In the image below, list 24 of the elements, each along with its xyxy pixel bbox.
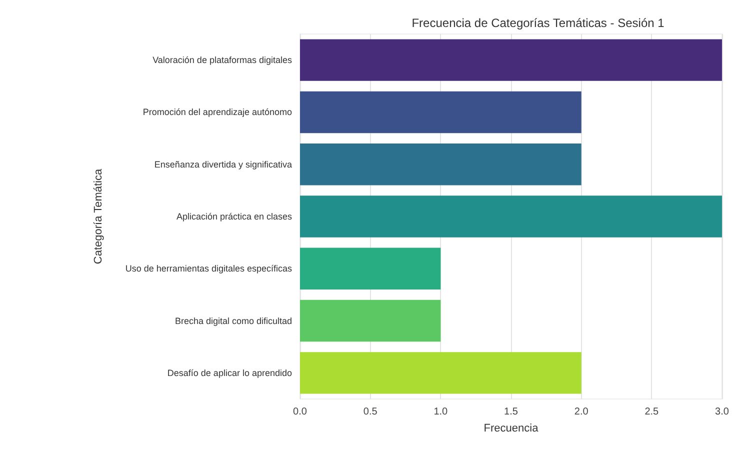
x-tick-label: 2.5 xyxy=(644,406,660,418)
y-tick-label: Desafío de aplicar lo aprendido xyxy=(167,368,292,378)
y-axis-title: Categoría Temática xyxy=(92,168,104,264)
y-tick-label: Brecha digital como dificultad xyxy=(174,316,292,326)
x-tick-label: 1.0 xyxy=(434,406,448,418)
y-tick-label: Valoración de plataformas digitales xyxy=(152,55,292,66)
y-tick-label: Enseñanza divertida y significativa xyxy=(154,159,292,170)
x-tick-label: 0.5 xyxy=(363,406,378,418)
bar xyxy=(300,248,441,290)
x-tick-label: 1.5 xyxy=(504,406,518,418)
bar xyxy=(300,144,582,186)
x-tick-label: 3.0 xyxy=(715,406,730,418)
bar xyxy=(300,352,582,394)
bar xyxy=(300,39,722,81)
x-tick-label: 2.0 xyxy=(574,406,589,418)
chart-title: Frecuencia de Categorías Temáticas - Sesión 1 xyxy=(412,16,665,30)
x-axis-title: Frecuencia xyxy=(484,422,540,434)
bar xyxy=(300,300,441,342)
bar xyxy=(300,91,582,134)
y-tick-label: Uso de herramientas digitales específicas xyxy=(125,264,292,274)
y-tick-label: Promoción del aprendizaje autónomo xyxy=(142,107,292,118)
bar xyxy=(300,196,722,238)
x-tick-label: 0.0 xyxy=(293,406,308,418)
y-tick-label: Aplicación práctica en clases xyxy=(176,212,292,222)
